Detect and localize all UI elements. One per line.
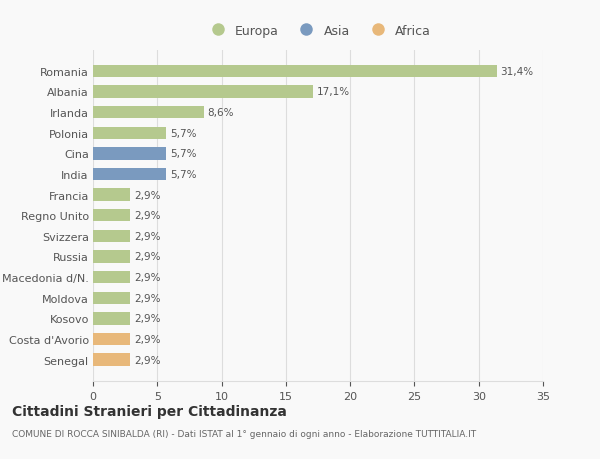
Text: Cittadini Stranieri per Cittadinanza: Cittadini Stranieri per Cittadinanza — [12, 404, 287, 418]
Text: 2,9%: 2,9% — [134, 313, 161, 324]
Text: 2,9%: 2,9% — [134, 252, 161, 262]
Text: 2,9%: 2,9% — [134, 231, 161, 241]
Bar — [93, 189, 130, 202]
Bar — [93, 127, 166, 140]
Legend: Europa, Asia, Africa: Europa, Asia, Africa — [205, 25, 431, 38]
Bar — [93, 333, 130, 345]
Bar — [93, 106, 203, 119]
Text: 5,7%: 5,7% — [170, 169, 197, 179]
Text: 2,9%: 2,9% — [134, 334, 161, 344]
Bar — [93, 86, 313, 98]
Bar — [93, 230, 130, 242]
Text: 5,7%: 5,7% — [170, 149, 197, 159]
Text: 8,6%: 8,6% — [208, 108, 234, 118]
Text: 2,9%: 2,9% — [134, 355, 161, 365]
Text: COMUNE DI ROCCA SINIBALDA (RI) - Dati ISTAT al 1° gennaio di ogni anno - Elabora: COMUNE DI ROCCA SINIBALDA (RI) - Dati IS… — [12, 429, 476, 438]
Text: 5,7%: 5,7% — [170, 129, 197, 139]
Bar — [93, 210, 130, 222]
Bar — [93, 148, 166, 160]
Text: 31,4%: 31,4% — [500, 67, 533, 77]
Bar — [93, 251, 130, 263]
Text: 2,9%: 2,9% — [134, 273, 161, 282]
Bar — [93, 168, 166, 181]
Bar — [93, 353, 130, 366]
Bar — [93, 66, 497, 78]
Text: 2,9%: 2,9% — [134, 211, 161, 221]
Bar — [93, 271, 130, 284]
Bar — [93, 292, 130, 304]
Text: 2,9%: 2,9% — [134, 190, 161, 200]
Text: 2,9%: 2,9% — [134, 293, 161, 303]
Bar — [93, 313, 130, 325]
Text: 17,1%: 17,1% — [317, 87, 350, 97]
